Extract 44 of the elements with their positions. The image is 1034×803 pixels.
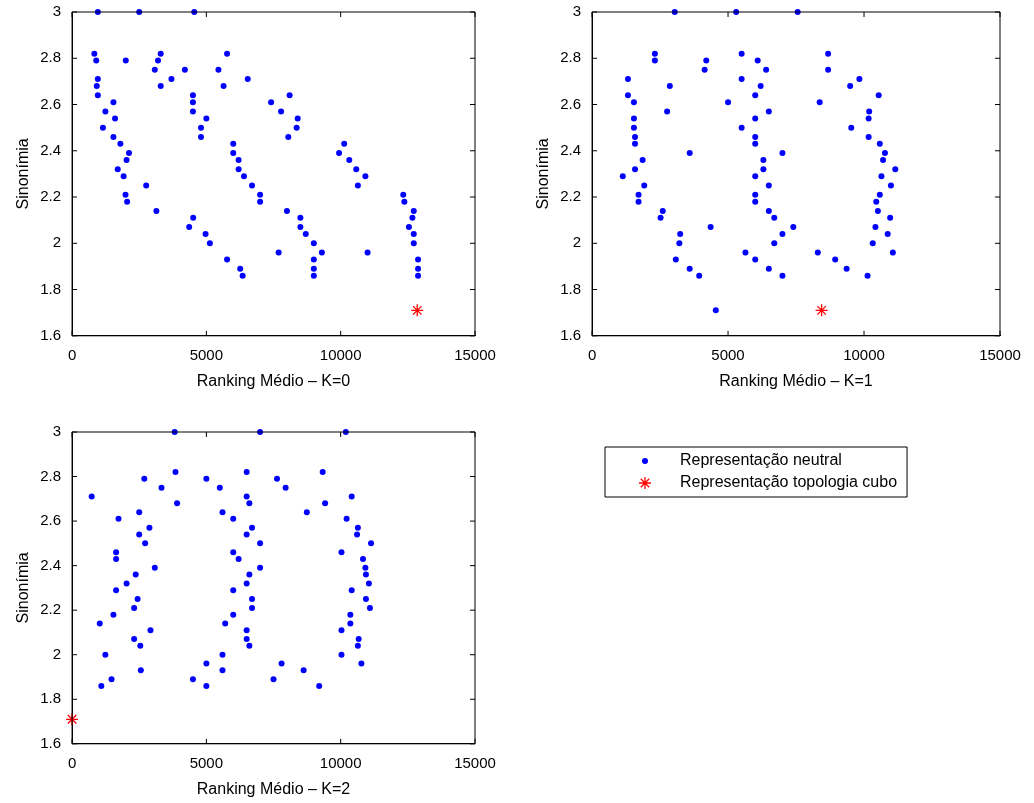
x-axis-title: Ranking Médio – K=1 [719,371,873,389]
x-tick-label: 5000 [189,345,224,363]
y-tick-label: 2.2 [40,600,62,618]
y-axis-title: Sinonímia [14,138,32,210]
y-tick-label: 2.6 [40,94,62,112]
y-tick-label: 1.6 [40,325,62,343]
x-tick-label: 0 [587,345,597,363]
y-tick-label: 3 [52,422,62,440]
x-tick-label: 15000 [454,753,496,771]
y-tick-label: 1.8 [40,689,62,707]
x-tick-label: 10000 [319,753,362,771]
y-tick-label: 3 [52,2,62,20]
x-tick-label: 5000 [189,753,224,771]
y-tick-label: 2.4 [40,555,62,573]
y-tick-label: 1.6 [560,325,582,343]
y-tick-label: 2 [52,233,62,251]
legend-label: Representação neutral [680,451,842,469]
y-tick-label: 3 [572,2,582,20]
x-tick-label: 15000 [454,345,496,363]
y-tick-label: 2.6 [560,94,582,112]
y-tick-label: 1.6 [40,733,62,751]
y-tick-label: 2.4 [40,140,62,158]
y-axis-title: Sinonímia [14,552,32,624]
y-tick-label: 2.4 [560,140,582,158]
y-tick-label: 2.6 [40,511,62,529]
y-axis-title: Sinonímia [534,138,552,210]
x-axis-title: Ranking Médio – K=2 [196,779,351,797]
y-tick-label: 1.8 [560,279,582,297]
y-tick-label: 2.2 [40,187,62,205]
legend-label: Representação topologia cubo [680,473,898,491]
y-tick-label: 2.8 [40,48,62,66]
y-tick-label: 2.2 [560,187,582,205]
x-axis-title: Ranking Médio – K=0 [196,371,351,389]
x-tick-label: 15000 [979,345,1021,363]
y-tick-label: 1.8 [40,279,62,297]
x-tick-label: 0 [67,753,77,771]
x-tick-label: 5000 [711,345,745,363]
x-tick-label: 10000 [843,345,885,363]
y-tick-label: 2 [572,233,582,251]
y-tick-label: 2.8 [40,466,62,484]
x-tick-label: 0 [67,345,77,363]
y-tick-label: 2.8 [560,48,582,66]
x-tick-label: 10000 [319,345,362,363]
y-tick-label: 2 [52,644,62,662]
